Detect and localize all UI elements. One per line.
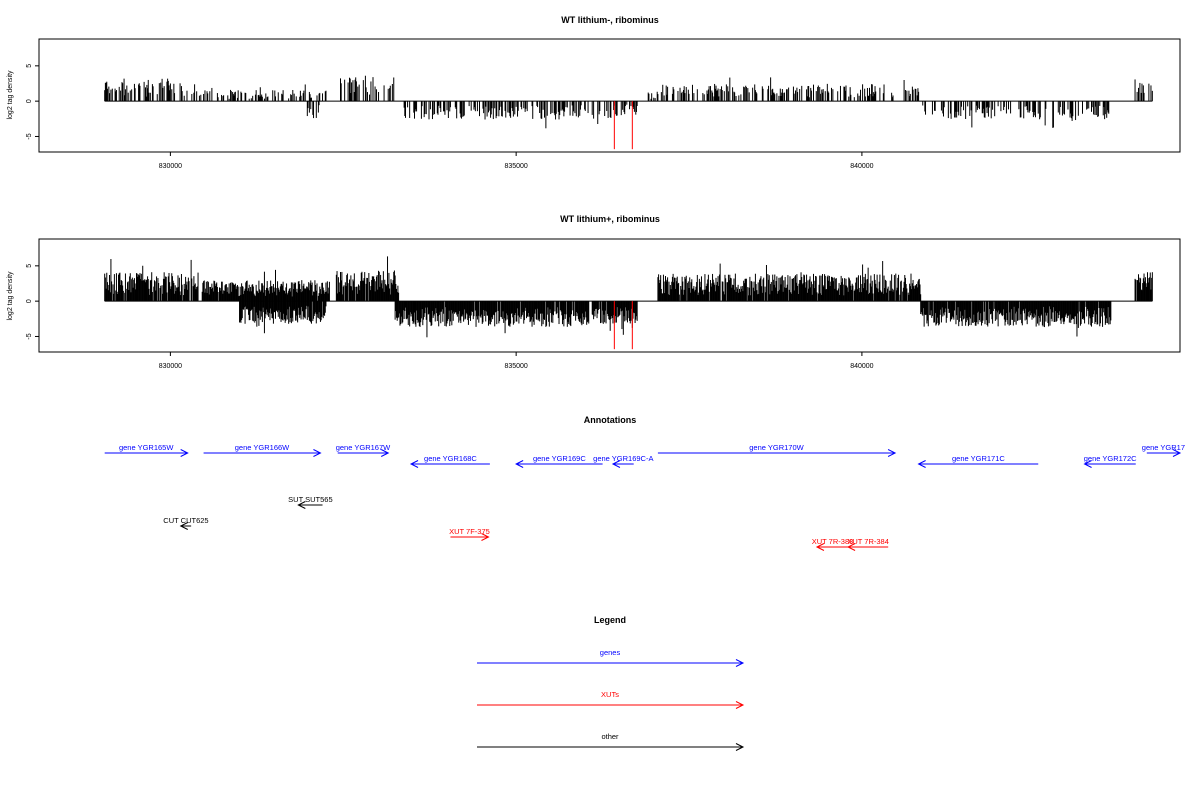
feature-label: CUT CUT625: [163, 516, 208, 525]
feature-arrow-head: [179, 522, 188, 530]
feature-arrow-head: [1083, 460, 1092, 468]
feature-label: XUT 7R-383: [812, 537, 854, 546]
panel-lithium-plus: WT lithium+, ribominus log2 tag density …: [7, 214, 1181, 370]
legend-label: genes: [600, 648, 621, 657]
y-tick-label: 0: [26, 299, 33, 303]
feature-arrow-head: [887, 449, 897, 457]
feature-label: gene YGR172C: [1084, 454, 1137, 463]
feature-label: gene YGR169C: [533, 454, 586, 463]
annotation-feature: gene YGR169C: [515, 454, 603, 468]
legend-arrow-head: [735, 701, 745, 709]
legend-title: Legend: [594, 615, 626, 625]
panel-1-bars: [104, 75, 1153, 129]
y-tick-label: -5: [26, 133, 33, 139]
panel-1-x-axis: 830000 835000 840000: [159, 152, 874, 170]
y-tick-label: 5: [26, 64, 33, 68]
annotation-features: gene YGR165W gene YGR166W gene YGR167W gene…: [104, 443, 1185, 551]
feature-label: gene YGR167W: [336, 443, 391, 452]
feature-label: gene YGR168C: [424, 454, 477, 463]
feature-label: gene YGR166W: [235, 443, 290, 452]
legend: Legend genes XUTs other: [477, 615, 745, 751]
annotation-feature: gene YGR170W: [657, 443, 897, 457]
annotation-feature: CUT CUT625: [163, 516, 209, 530]
feature-arrow-head: [313, 449, 322, 457]
annotation-feature: gene YGR166W: [203, 443, 322, 457]
feature-label: gene YGR17: [1142, 443, 1185, 452]
annotation-feature: gene YGR169C-A: [593, 454, 653, 468]
feature-label: XUT 7R-384: [847, 537, 889, 546]
annotation-feature: gene YGR167W: [336, 443, 391, 457]
legend-label: XUTs: [601, 690, 619, 699]
annotation-feature: gene YGR172C: [1083, 454, 1137, 468]
panel-lithium-minus: WT lithium-, ribominus log2 tag density …: [7, 15, 1181, 170]
feature-arrow-head: [917, 460, 926, 468]
legend-item: genes: [477, 648, 745, 667]
annotations-title: Annotations: [584, 415, 637, 425]
panel-2-red-marks: [613, 301, 633, 350]
feature-label: gene YGR169C-A: [593, 454, 653, 463]
annotation-feature: gene YGR168C: [409, 454, 490, 468]
legend-item: XUTs: [477, 690, 745, 709]
feature-arrow-head: [1172, 449, 1182, 457]
legend-items: genes XUTs other: [477, 648, 745, 751]
legend-arrow-head: [735, 659, 745, 667]
annotations-track: Annotations gene YGR165W gene YGR166W gene…: [104, 415, 1185, 551]
panel-2-bars: [104, 256, 1153, 338]
annotation-feature: XUT 7R-384: [846, 537, 889, 551]
panel-2-y-axis: -5 0 5: [26, 264, 40, 340]
x-tick-label: 830000: [159, 363, 182, 370]
feature-label: gene YGR170W: [749, 443, 804, 452]
y-tick-label: 0: [26, 99, 33, 103]
panel-2-title: WT lithium+, ribominus: [560, 214, 660, 224]
panel-2-x-axis: 830000 835000 840000: [159, 352, 874, 370]
feature-label: XUT 7F-375: [449, 527, 490, 536]
feature-arrow-head: [515, 460, 524, 468]
feature-arrow-head: [380, 449, 390, 457]
x-tick-label: 835000: [504, 363, 527, 370]
legend-item: other: [477, 732, 745, 751]
annotation-feature: gene YGR17: [1142, 443, 1185, 457]
feature-arrow-head: [409, 460, 419, 468]
y-tick-label: 5: [26, 264, 33, 268]
feature-label: SUT SUT565: [288, 495, 332, 504]
feature-arrow-head: [611, 460, 621, 468]
annotation-feature: XUT 7F-375: [449, 527, 490, 541]
panel-1-ylabel: log2 tag density: [7, 70, 14, 120]
feature-arrow-head: [846, 543, 856, 551]
x-tick-label: 840000: [850, 163, 873, 170]
annotation-feature: XUT 7R-383: [812, 537, 854, 551]
annotation-feature: gene YGR171C: [917, 454, 1039, 468]
y-tick-label: -5: [26, 333, 33, 339]
x-tick-label: 835000: [504, 163, 527, 170]
feature-label: gene YGR171C: [952, 454, 1005, 463]
annotation-feature: SUT SUT565: [288, 495, 333, 509]
feature-arrow-head: [180, 449, 189, 457]
x-tick-label: 830000: [159, 163, 182, 170]
legend-label: other: [601, 732, 619, 741]
panel-1-red-marks: [613, 101, 633, 150]
feature-arrow-head: [815, 543, 825, 551]
feature-label: gene YGR165W: [119, 443, 174, 452]
panel-1-y-axis: -5 0 5: [26, 64, 40, 140]
panel-1-title: WT lithium-, ribominus: [561, 15, 659, 25]
legend-arrow-head: [735, 743, 745, 751]
panel-2-ylabel: log2 tag density: [7, 271, 14, 321]
x-tick-label: 840000: [850, 363, 873, 370]
feature-arrow-head: [297, 501, 306, 509]
feature-arrow-head: [481, 533, 490, 541]
annotation-feature: gene YGR165W: [104, 443, 189, 457]
